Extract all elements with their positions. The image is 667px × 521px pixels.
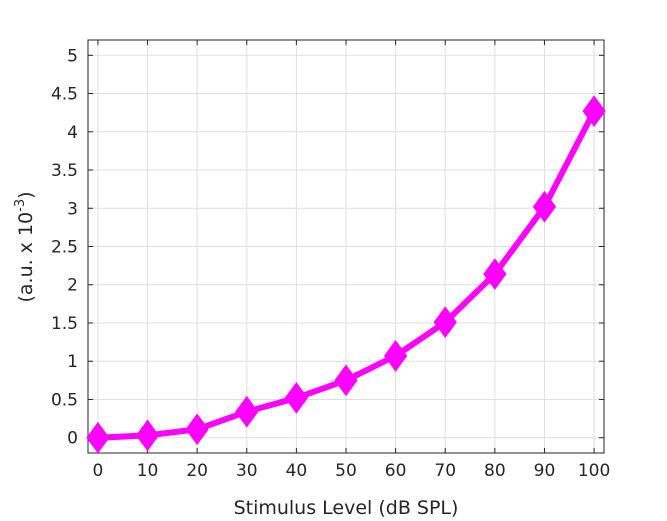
data-point [334,364,358,397]
y-tick-label: 4 [67,123,78,143]
y-axis-label-exponent: -3 [13,199,28,212]
data-point [235,395,259,428]
x-tick-label: 50 [335,461,357,481]
y-tick-label: 4.5 [51,85,78,105]
y-tick-label: 2.5 [51,238,78,258]
x-tick-label: 40 [286,461,308,481]
x-tick-label: 0 [93,461,104,481]
y-axis-label: (a.u. x 10-3) [13,191,37,302]
x-tick-label: 90 [534,461,556,481]
y-tick-label: 2 [67,276,78,296]
data-point [433,306,457,339]
data-point [86,421,110,454]
y-axis-label-suffix: ) [15,191,37,198]
data-point [185,413,209,446]
data-point [383,340,408,372]
y-axis-ticks: 0 0.5 1 1.5 2 2.5 3 3.5 4 4.5 5 [51,46,604,449]
x-tick-label: 70 [434,461,456,481]
data-point [532,190,557,223]
x-axis-label: Stimulus Level (dB SPL) [234,497,459,519]
y-tick-label: 5 [67,46,78,66]
x-tick-label: 100 [578,461,610,481]
data-point [135,419,160,452]
grid-lines [88,40,604,453]
y-tick-label: 1 [67,352,78,372]
y-tick-label: 0 [67,429,78,449]
y-tick-label: 3.5 [51,161,78,181]
data-point [582,95,606,127]
x-tick-label: 20 [186,461,208,481]
x-tick-label: 80 [484,461,506,481]
x-axis-ticks: 0 10 20 30 40 50 60 70 80 90 100 [93,40,610,481]
y-tick-label: 3 [67,199,78,219]
y-tick-label: 1.5 [51,314,78,334]
data-point [284,382,309,414]
series-group [86,95,606,454]
data-point [483,258,507,290]
y-axis-label-prefix: (a.u. x 10 [15,212,37,303]
y-tick-label: 0.5 [51,390,78,410]
x-tick-label: 30 [236,461,258,481]
x-tick-label: 60 [385,461,407,481]
x-tick-label: 10 [137,461,159,481]
